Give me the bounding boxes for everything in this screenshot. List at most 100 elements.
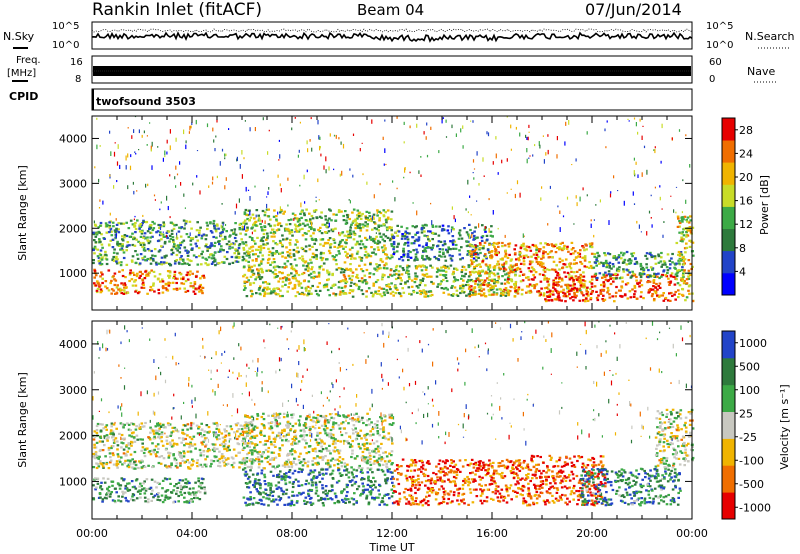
range-cell (522, 260, 526, 263)
range-cell (528, 283, 532, 286)
range-cell (168, 240, 171, 243)
noise-cell (681, 211, 683, 214)
range-cell (124, 487, 127, 490)
range-cell (519, 252, 522, 255)
range-cell (220, 261, 224, 264)
range-cell (183, 246, 187, 249)
range-cell (139, 461, 142, 464)
range-cell (459, 287, 462, 290)
range-cell (537, 248, 541, 251)
range-cell (589, 297, 593, 300)
range-cell (200, 487, 203, 490)
range-cell (541, 262, 545, 265)
range-cell (280, 431, 284, 434)
range-cell (283, 276, 287, 279)
range-cell (186, 501, 189, 504)
range-cell (452, 293, 455, 296)
range-cell (309, 287, 312, 290)
range-cell (324, 283, 327, 286)
range-cell (508, 266, 511, 269)
range-cell (450, 226, 454, 229)
range-cell (317, 294, 320, 297)
range-cell (586, 299, 590, 302)
range-cell (203, 486, 206, 489)
range-cell (186, 423, 190, 426)
range-cell (680, 279, 683, 282)
range-cell (142, 236, 145, 239)
range-cell (340, 286, 344, 289)
range-cell (522, 256, 526, 259)
range-cell (688, 292, 691, 295)
range-cell (504, 260, 508, 263)
range-cell (410, 242, 414, 245)
range-cell (447, 246, 450, 249)
range-cell (140, 485, 143, 488)
range-cell (442, 252, 445, 255)
range-cell (141, 425, 145, 428)
range-cell (344, 241, 347, 244)
range-cell (282, 238, 285, 241)
range-cell (331, 284, 335, 287)
range-cell (231, 246, 234, 249)
range-cell (323, 415, 326, 418)
range-cell (531, 243, 535, 247)
range-cell (134, 222, 137, 225)
range-cell (315, 248, 318, 252)
range-cell (677, 262, 681, 265)
range-cell (355, 276, 358, 279)
range-cell (238, 228, 242, 231)
noise-cell (526, 158, 528, 164)
range-cell (271, 247, 275, 250)
range-cell (379, 211, 383, 215)
range-cell (159, 425, 163, 428)
range-cell (211, 448, 215, 451)
range-cell (356, 226, 359, 229)
range-cell (314, 238, 317, 241)
range-cell (593, 252, 597, 256)
range-cell (422, 250, 425, 253)
noise-cell (99, 199, 101, 202)
range-cell (234, 240, 238, 243)
range-cell (356, 250, 360, 253)
range-cell (123, 423, 126, 426)
range-cell (481, 282, 485, 285)
range-cell (276, 265, 279, 268)
range-cell (517, 288, 521, 291)
range-cell (428, 275, 431, 278)
range-cell (297, 280, 301, 283)
noise-cell (145, 183, 147, 188)
range-cell (122, 222, 126, 225)
range-cell (291, 413, 295, 416)
noise-left-tick-top: 10^5 (52, 21, 79, 32)
noise-cell (575, 195, 577, 199)
range-cell (365, 295, 368, 298)
range-cell (558, 296, 561, 299)
noise-cell (396, 187, 398, 190)
range-cell (390, 256, 394, 259)
range-cell (191, 247, 194, 250)
range-cell (288, 223, 292, 226)
range-cell (266, 242, 269, 245)
range-cell (609, 282, 613, 286)
range-cell (308, 290, 311, 293)
range-cell (513, 295, 517, 298)
range-cell (484, 253, 487, 256)
range-cell (129, 429, 132, 432)
range-cell (237, 256, 241, 259)
range-cell (314, 457, 317, 460)
range-cell (149, 236, 152, 239)
range-cell (301, 272, 304, 276)
range-cell (321, 458, 325, 461)
noise-cell (127, 153, 129, 158)
range-cell (447, 293, 450, 296)
noise-cell (640, 231, 642, 233)
range-cell (480, 239, 484, 242)
range-cell (135, 478, 139, 481)
range-cell (352, 230, 355, 233)
range-cell (191, 237, 195, 240)
range-cell (267, 258, 270, 261)
range-cell (683, 269, 686, 272)
range-cell (116, 466, 119, 469)
range-cell (376, 430, 379, 433)
range-cell (106, 437, 109, 440)
